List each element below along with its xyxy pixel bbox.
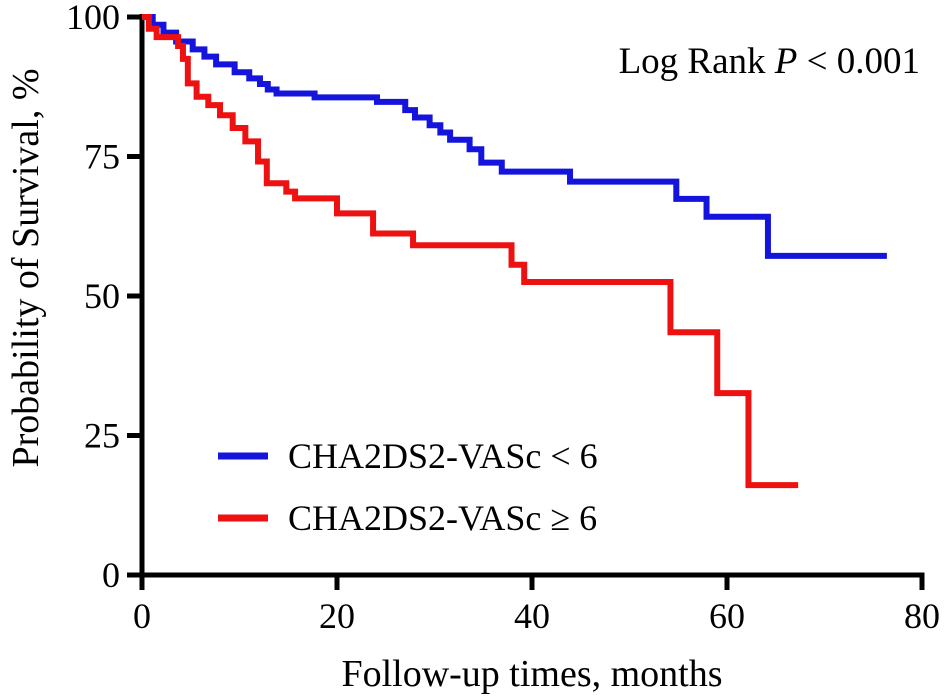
y-axis-title: Probability of Survival, % [5,69,47,468]
survival-curve-cha2ds2-vasc-lt-6 [142,14,887,259]
legend: CHA2DS2-VASc < 6 CHA2DS2-VASc ≥ 6 [218,436,598,538]
y-tick-label: 100 [66,0,120,37]
x-tick-label: 40 [514,596,550,636]
legend-label: CHA2DS2-VASc ≥ 6 [288,498,597,538]
plot-axes: 0 25 50 75 100 0 20 40 60 80 [66,0,940,636]
x-tick-label: 80 [904,596,940,636]
x-tick-label: 60 [709,596,745,636]
x-axis-title: Follow-up times, months [341,653,722,695]
y-tick-label: 0 [102,555,120,595]
x-tick-label: 0 [133,596,151,636]
x-tick-label: 20 [319,596,355,636]
survival-curve-cha2ds2-vasc-ge-6 [142,14,799,489]
y-tick-label: 25 [84,416,120,456]
legend-item: CHA2DS2-VASc ≥ 6 [218,498,597,538]
legend-item: CHA2DS2-VASc < 6 [218,436,598,476]
y-tick-label: 50 [84,276,120,316]
y-tick-label: 75 [84,137,120,177]
survival-curves [142,14,887,489]
legend-label: CHA2DS2-VASc < 6 [288,436,598,476]
log-rank-annotation: Log Rank P < 0.001 [619,41,920,82]
